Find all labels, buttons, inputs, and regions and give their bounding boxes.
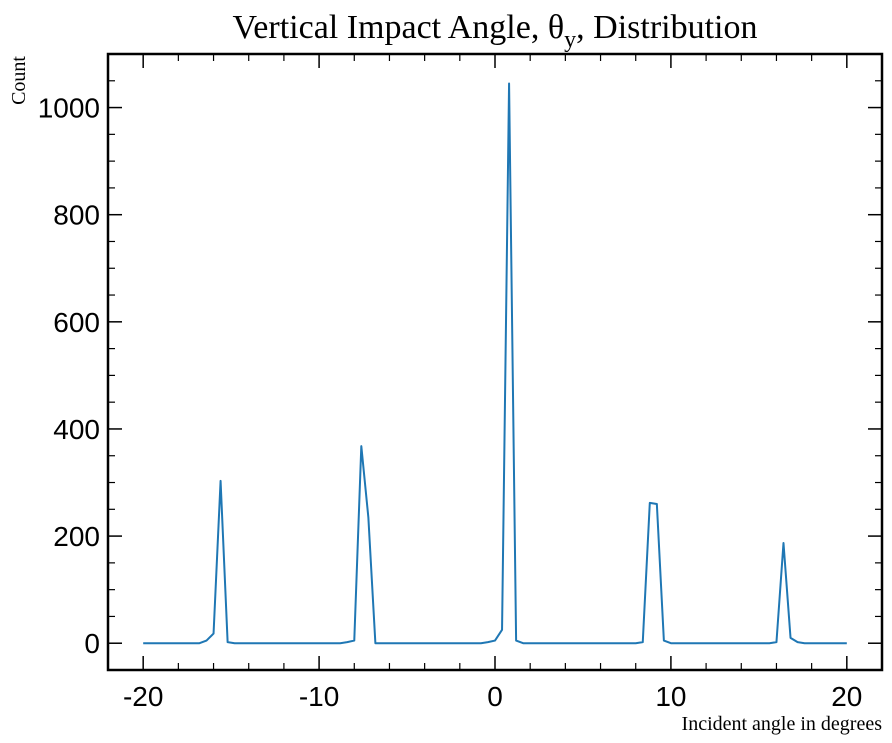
y-tick-label: 1000 — [38, 93, 100, 124]
y-axis-label: Count — [8, 56, 30, 105]
y-tick-label: 200 — [53, 521, 100, 552]
chart-title: Vertical Impact Angle, θy, Distribution — [233, 9, 758, 53]
y-tick-label: 600 — [53, 307, 100, 338]
x-tick-label: -20 — [123, 681, 163, 712]
y-tick-label: 800 — [53, 200, 100, 231]
y-tick-label: 0 — [84, 628, 100, 659]
plot-frame — [106, 52, 884, 672]
x-axis-label: Incident angle in degrees — [682, 713, 883, 735]
x-tick-label: 10 — [655, 681, 686, 712]
x-tick-label: -10 — [299, 681, 339, 712]
x-tick-label: 0 — [487, 681, 503, 712]
x-tick-label: 20 — [831, 681, 862, 712]
y-tick-label: 400 — [53, 414, 100, 445]
series-line — [143, 82, 847, 645]
